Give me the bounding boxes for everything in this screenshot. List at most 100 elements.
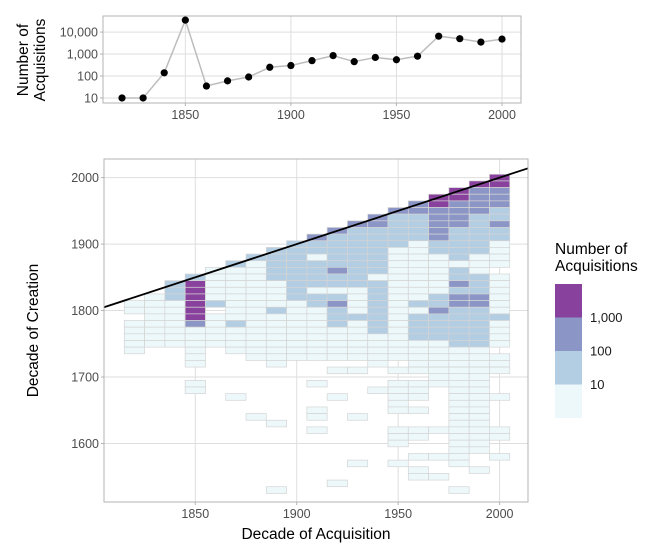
heatmap-cell (306, 413, 328, 421)
y-tick-label: 10 (84, 91, 98, 105)
heatmap-cell (144, 293, 166, 301)
heatmap-cell (428, 213, 450, 222)
heatmap-cell (489, 213, 511, 222)
heatmap-cell (468, 260, 490, 268)
heatmap-cell (367, 346, 389, 355)
heatmap-cell (347, 286, 369, 295)
heatmap-cell (347, 366, 369, 375)
heatmap-cell (448, 360, 470, 368)
heatmap-cell (225, 306, 247, 315)
heatmap-cell (428, 340, 450, 348)
heatmap-cell (468, 267, 490, 275)
heatmap-cell (468, 253, 490, 262)
legend-title: Number of Acquisitions (555, 241, 638, 275)
heatmap-cell (306, 333, 328, 341)
heatmap-cell (164, 320, 186, 328)
heatmap-cell (265, 340, 287, 348)
heatmap-cell (347, 247, 369, 255)
heatmap-cell (245, 353, 267, 361)
heatmap-cell (489, 426, 511, 434)
heatmap-cell (123, 326, 145, 335)
heatmap-cell (448, 267, 470, 275)
data-point (139, 94, 147, 102)
data-point (118, 94, 126, 102)
heatmap-cell (347, 233, 369, 242)
y-tick-label: 2000 (71, 171, 99, 185)
heatmap-cell (225, 267, 247, 275)
heatmap-cell (164, 313, 186, 321)
heatmap-cell (326, 313, 348, 321)
heatmap-cell (367, 326, 389, 335)
heatmap-cell (225, 273, 247, 281)
heatmap-cell (184, 326, 206, 335)
x-tick-label: 1850 (171, 108, 199, 122)
heatmap-cell (225, 293, 247, 301)
heatmap-cell (489, 360, 511, 368)
heatmap-cell (448, 393, 470, 401)
heatmap-cell (225, 300, 247, 308)
heatmap-cell (489, 207, 511, 215)
heatmap-cell (286, 340, 308, 348)
heatmap-cell (306, 313, 328, 321)
heatmap-cell (468, 353, 490, 361)
heatmap-cell (286, 320, 308, 328)
heatmap-cell (448, 426, 470, 434)
heatmap-cell (144, 300, 166, 308)
heatmap-cell (123, 340, 145, 348)
data-point (392, 56, 401, 64)
heatmap-cell (326, 366, 348, 375)
heatmap-cell (468, 273, 490, 281)
heatmap-cell (407, 267, 429, 275)
heatmap-cell (468, 227, 490, 235)
plot-border (103, 158, 529, 503)
heatmap-cell (407, 227, 429, 235)
heatmap-cell (428, 306, 450, 315)
heatmap-cell (448, 346, 470, 355)
heatmap-cell (326, 479, 348, 488)
heatmap-cell (407, 280, 429, 288)
heatmap-cell (448, 366, 470, 375)
heatmap-cell (144, 313, 166, 321)
heatmap-cell (387, 366, 409, 375)
x-tick-label: 2000 (486, 507, 514, 521)
heatmap-cell (428, 280, 450, 288)
heatmap-cell (367, 386, 389, 394)
heatmap-cell (407, 433, 429, 441)
heatmap-cell (306, 300, 328, 308)
heatmap-cell (184, 293, 206, 301)
plot-border (102, 15, 522, 104)
heatmap-cell (468, 300, 490, 308)
heatmap-cell (367, 233, 389, 242)
heatmap-cell (144, 326, 166, 335)
heatmap-cell (407, 213, 429, 222)
heatmap-cell (428, 326, 450, 335)
heatmap-cell (448, 273, 470, 281)
heatmap-cell (448, 313, 470, 321)
heatmap-cell (205, 293, 227, 301)
heatmap-cell (184, 306, 206, 315)
heatmap-cell (326, 260, 348, 268)
heatmap-cell (428, 380, 450, 388)
heatmap-cell (245, 313, 267, 321)
heatmap-cell (387, 459, 409, 468)
heatmap-cell (326, 326, 348, 335)
heatmap-cell (448, 220, 470, 228)
heatmap-cell (326, 280, 348, 288)
heatmap-cell (387, 267, 409, 275)
heatmap-cell (367, 273, 389, 281)
heatmap-cell (468, 366, 490, 375)
legend-color-key (555, 384, 582, 418)
heatmap-cell (347, 240, 369, 248)
heatmap-cell (468, 306, 490, 315)
heatmap-cell (184, 286, 206, 295)
heatmap-cell (387, 353, 409, 361)
heatmap-cell (387, 333, 409, 341)
heatmap-cell (306, 260, 328, 268)
heatmap-cell (123, 300, 145, 308)
heatmap-cell (347, 313, 369, 321)
heatmap-cell (245, 267, 267, 275)
heatmap-cell (245, 260, 267, 268)
heatmap-cell (387, 240, 409, 248)
heatmap-cell (489, 227, 511, 235)
heatmap-cell (468, 380, 490, 388)
